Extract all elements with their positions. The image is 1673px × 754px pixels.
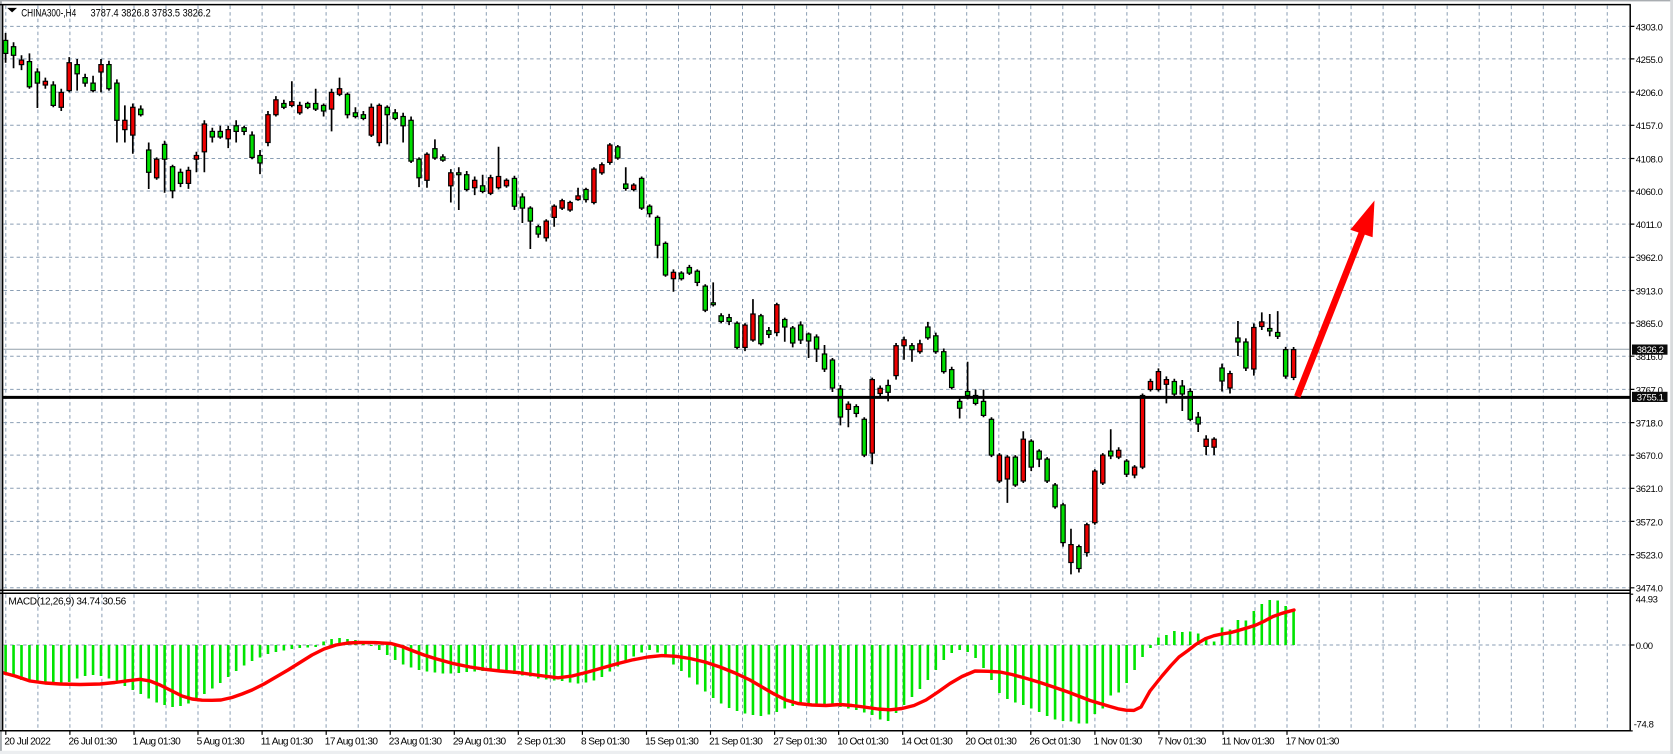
svg-text:4206.0: 4206.0	[1636, 88, 1663, 99]
svg-text:0.00: 0.00	[1636, 641, 1653, 652]
svg-text:-74.8: -74.8	[1634, 720, 1654, 731]
svg-text:3865.0: 3865.0	[1636, 319, 1663, 330]
svg-text:5 Aug 01:30: 5 Aug 01:30	[197, 736, 246, 747]
svg-text:26 Oct 01:30: 26 Oct 01:30	[1029, 736, 1081, 747]
svg-text:1 Aug 01:30: 1 Aug 01:30	[133, 736, 182, 747]
svg-text:3572.0: 3572.0	[1636, 517, 1663, 528]
svg-text:14 Oct 01:30: 14 Oct 01:30	[901, 736, 953, 747]
svg-text:4303.0: 4303.0	[1636, 22, 1663, 33]
svg-text:4255.0: 4255.0	[1636, 55, 1663, 66]
svg-text:20 Oct 01:30: 20 Oct 01:30	[965, 736, 1017, 747]
svg-text:3962.0: 3962.0	[1636, 253, 1663, 264]
svg-text:11 Aug 01:30: 11 Aug 01:30	[261, 736, 314, 747]
svg-text:17 Nov 01:30: 17 Nov 01:30	[1286, 736, 1340, 747]
svg-text:3523.0: 3523.0	[1636, 551, 1663, 562]
svg-text:3787.4 3826.8 3783.5 3826.2: 3787.4 3826.8 3783.5 3826.2	[91, 8, 211, 20]
svg-text:3767.0: 3767.0	[1636, 385, 1663, 396]
svg-text:4060.0: 4060.0	[1636, 187, 1663, 198]
svg-text:7 Nov 01:30: 7 Nov 01:30	[1158, 736, 1207, 747]
svg-text:21 Sep 01:30: 21 Sep 01:30	[709, 736, 763, 747]
svg-text:17 Aug 01:30: 17 Aug 01:30	[325, 736, 379, 747]
svg-text:MACD(12,26,9) 34.74 30.56: MACD(12,26,9) 34.74 30.56	[8, 596, 126, 607]
svg-text:CHINA300-,H4: CHINA300-,H4	[21, 8, 76, 20]
svg-text:23 Aug 01:30: 23 Aug 01:30	[389, 736, 443, 747]
svg-text:44.93: 44.93	[1636, 595, 1658, 606]
svg-text:4157.0: 4157.0	[1636, 121, 1663, 132]
svg-text:3913.0: 3913.0	[1636, 286, 1663, 297]
svg-text:11 Nov 01:30: 11 Nov 01:30	[1222, 736, 1275, 747]
svg-text:8 Sep 01:30: 8 Sep 01:30	[581, 736, 630, 747]
svg-text:3670.0: 3670.0	[1636, 451, 1663, 462]
svg-text:27 Sep 01:30: 27 Sep 01:30	[773, 736, 827, 747]
svg-text:3621.0: 3621.0	[1636, 484, 1663, 495]
svg-text:3826.2: 3826.2	[1637, 345, 1664, 356]
svg-text:4108.0: 4108.0	[1636, 154, 1663, 165]
svg-text:20 Jul 2022: 20 Jul 2022	[4, 736, 51, 747]
svg-text:29 Aug 01:30: 29 Aug 01:30	[453, 736, 507, 747]
svg-text:3816.0: 3816.0	[1636, 352, 1663, 363]
svg-text:3718.0: 3718.0	[1636, 419, 1663, 430]
svg-text:3474.0: 3474.0	[1636, 584, 1663, 595]
svg-text:1 Nov 01:30: 1 Nov 01:30	[1094, 736, 1143, 747]
svg-text:4011.0: 4011.0	[1636, 220, 1662, 231]
svg-text:2 Sep 01:30: 2 Sep 01:30	[517, 736, 566, 747]
svg-text:3755.1: 3755.1	[1637, 393, 1664, 404]
svg-text:26 Jul 01:30: 26 Jul 01:30	[69, 736, 118, 747]
svg-text:15 Sep 01:30: 15 Sep 01:30	[645, 736, 699, 747]
svg-text:10 Oct 01:30: 10 Oct 01:30	[837, 736, 889, 747]
